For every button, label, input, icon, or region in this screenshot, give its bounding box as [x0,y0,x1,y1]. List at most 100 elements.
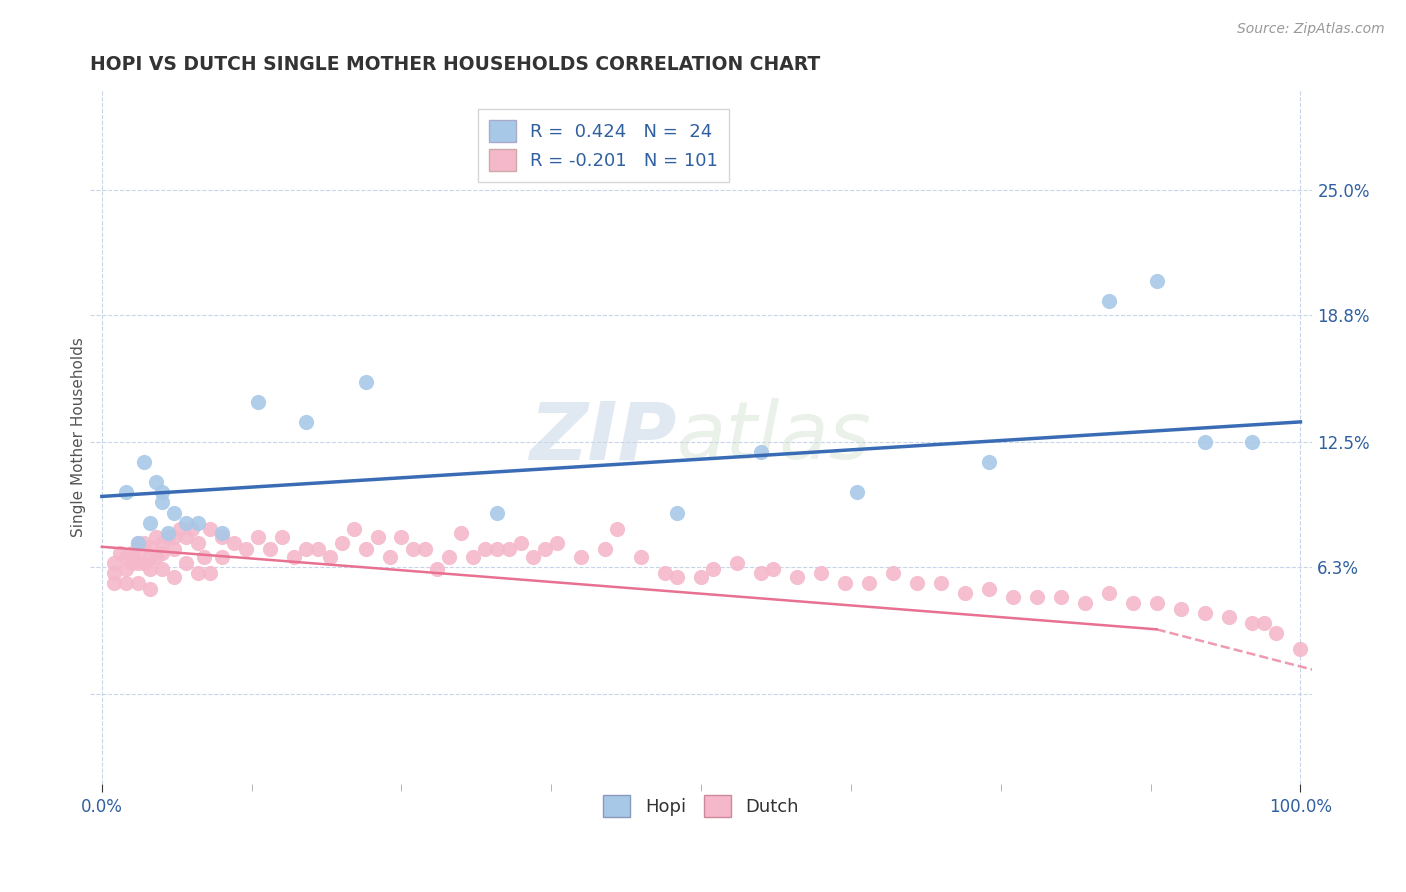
Point [187,516,209,530]
Point [702,562,724,576]
Point [211,525,233,540]
Point [163,530,186,544]
Point [163,570,186,584]
Point [905,576,928,591]
Point [845,485,868,500]
Point [834,576,856,591]
Point [103,566,125,580]
Point [367,530,389,544]
Point [150,562,173,576]
Point [114,562,136,576]
Point [354,375,377,389]
Point [169,522,191,536]
Point [534,541,557,556]
Point [283,549,305,564]
Point [391,530,413,544]
Point [569,549,592,564]
Point [198,522,221,536]
Point [211,549,233,564]
Legend: Hopi, Dutch: Hopi, Dutch [596,788,806,824]
Point [1025,590,1047,604]
Point [977,582,1000,596]
Point [463,549,485,564]
Point [1194,606,1216,620]
Point [121,546,143,560]
Point [725,556,748,570]
Point [145,549,167,564]
Point [439,549,461,564]
Point [222,535,245,549]
Point [786,570,808,584]
Point [156,530,179,544]
Point [593,541,616,556]
Point [606,522,628,536]
Point [749,445,772,459]
Point [486,506,509,520]
Point [666,570,689,584]
Text: atlas: atlas [676,398,872,476]
Point [150,535,173,549]
Point [294,415,316,429]
Point [259,541,281,556]
Point [522,549,544,564]
Point [180,522,202,536]
Point [378,549,401,564]
Text: Source: ZipAtlas.com: Source: ZipAtlas.com [1237,22,1385,37]
Point [1218,610,1240,624]
Point [132,535,155,549]
Point [318,549,340,564]
Point [150,546,173,560]
Point [150,495,173,509]
Point [1001,590,1024,604]
Y-axis label: Single Mother Households: Single Mother Households [72,337,86,537]
Point [235,541,257,556]
Point [342,522,364,536]
Point [132,556,155,570]
Point [103,556,125,570]
Point [498,541,520,556]
Point [139,582,162,596]
Point [307,541,329,556]
Point [330,535,353,549]
Point [127,535,149,549]
Point [1146,596,1168,610]
Point [882,566,904,580]
Point [762,562,785,576]
Point [127,546,149,560]
Point [1289,642,1312,657]
Point [270,530,292,544]
Point [187,566,209,580]
Point [354,541,377,556]
Point [108,546,131,560]
Point [139,549,162,564]
Point [163,541,186,556]
Point [426,562,449,576]
Point [127,576,149,591]
Text: HOPI VS DUTCH SINGLE MOTHER HOUSEHOLDS CORRELATION CHART: HOPI VS DUTCH SINGLE MOTHER HOUSEHOLDS C… [90,55,820,74]
Point [1073,596,1095,610]
Point [294,541,316,556]
Point [450,525,472,540]
Point [150,485,173,500]
Point [1253,616,1275,631]
Point [510,535,533,549]
Point [127,556,149,570]
Point [630,549,652,564]
Point [1098,294,1121,309]
Point [156,525,179,540]
Point [114,576,136,591]
Point [546,535,568,549]
Point [174,516,197,530]
Point [666,506,689,520]
Point [810,566,832,580]
Point [114,549,136,564]
Point [1170,602,1192,616]
Point [121,556,143,570]
Point [145,475,167,490]
Point [415,541,437,556]
Point [163,506,186,520]
Point [127,535,149,549]
Point [1241,616,1264,631]
Point [193,549,215,564]
Point [211,530,233,544]
